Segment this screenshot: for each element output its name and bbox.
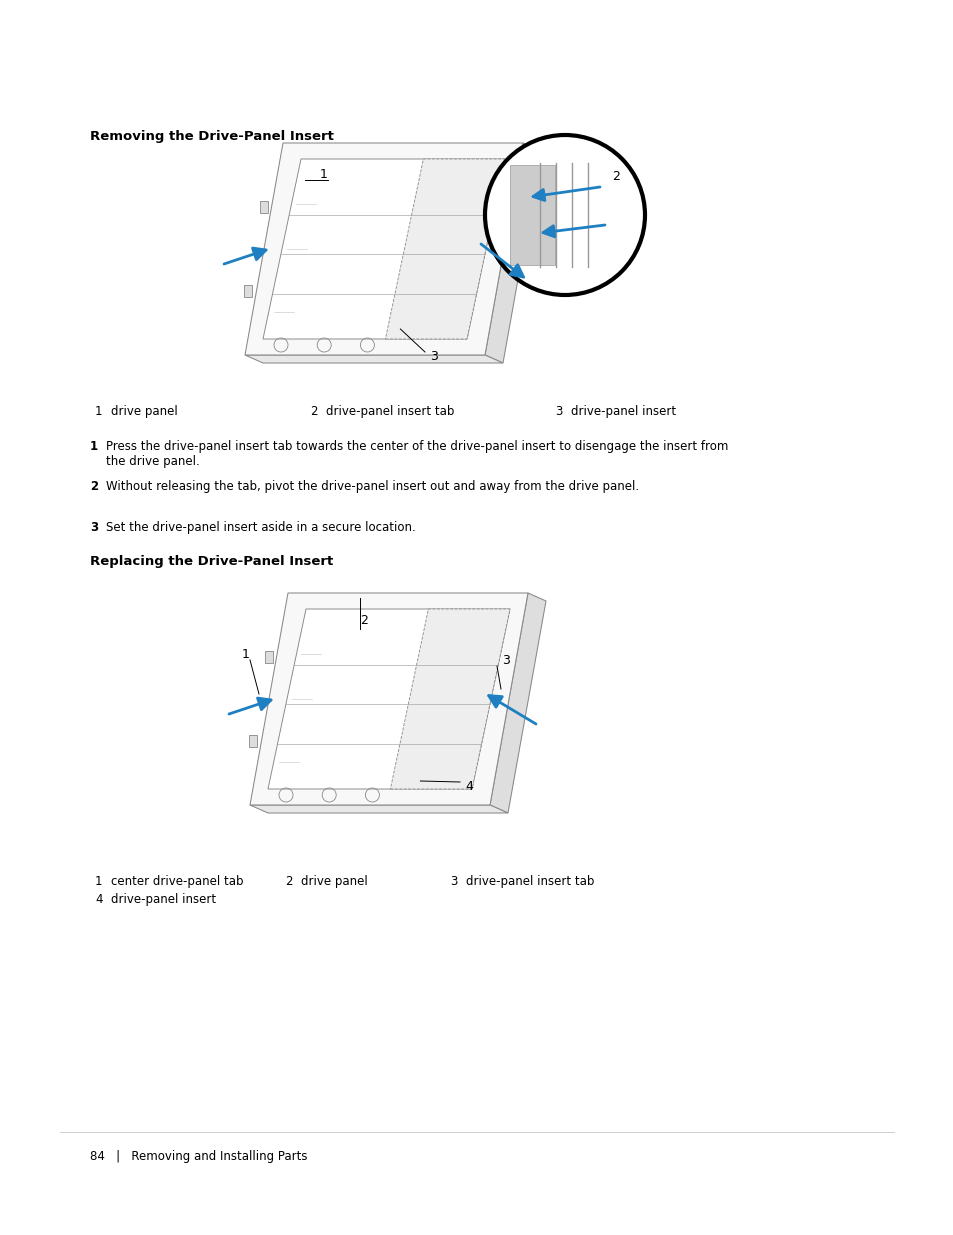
Text: 2: 2 [310,405,317,417]
Text: 4: 4 [464,781,473,794]
Polygon shape [250,805,507,813]
Text: drive panel: drive panel [111,405,177,417]
Text: 4: 4 [95,893,102,906]
Text: 1: 1 [95,405,102,417]
Polygon shape [245,354,502,363]
Polygon shape [249,735,257,747]
Text: drive-panel insert tab: drive-panel insert tab [465,876,594,888]
Text: 1: 1 [90,440,98,453]
Text: drive panel: drive panel [301,876,367,888]
Text: 1: 1 [242,648,250,662]
Polygon shape [259,200,268,212]
Text: center drive-panel tab: center drive-panel tab [111,876,243,888]
Polygon shape [264,651,273,663]
Text: 2: 2 [285,876,293,888]
Circle shape [484,135,644,295]
Text: drive-panel insert: drive-panel insert [571,405,676,417]
Text: Without releasing the tab, pivot the drive-panel insert out and away from the dr: Without releasing the tab, pivot the dri… [106,480,639,493]
Polygon shape [385,159,504,338]
Text: 1: 1 [319,168,328,182]
Text: Replacing the Drive-Panel Insert: Replacing the Drive-Panel Insert [90,555,333,568]
Polygon shape [250,593,527,805]
Text: 2: 2 [90,480,98,493]
Polygon shape [244,285,253,298]
Text: Set the drive-panel insert aside in a secure location.: Set the drive-panel insert aside in a se… [106,521,416,534]
Polygon shape [490,593,545,813]
Polygon shape [245,143,522,354]
Text: 3: 3 [450,876,456,888]
Polygon shape [510,165,555,266]
Polygon shape [263,159,504,338]
Text: Press the drive-panel insert tab towards the center of the drive-panel insert to: Press the drive-panel insert tab towards… [106,440,727,453]
Polygon shape [390,609,510,789]
Polygon shape [484,143,540,363]
Text: drive-panel insert tab: drive-panel insert tab [326,405,454,417]
Text: 84   |   Removing and Installing Parts: 84 | Removing and Installing Parts [90,1150,307,1163]
Text: 1: 1 [95,876,102,888]
Polygon shape [268,609,510,789]
Text: 2: 2 [612,170,619,184]
Text: the drive panel.: the drive panel. [106,456,199,468]
Text: drive-panel insert: drive-panel insert [111,893,216,906]
Text: 2: 2 [359,615,368,627]
Text: 3: 3 [501,655,509,667]
Text: 3: 3 [90,521,98,534]
Text: Removing the Drive-Panel Insert: Removing the Drive-Panel Insert [90,130,334,143]
Text: 3: 3 [430,351,437,363]
Text: 3: 3 [555,405,561,417]
